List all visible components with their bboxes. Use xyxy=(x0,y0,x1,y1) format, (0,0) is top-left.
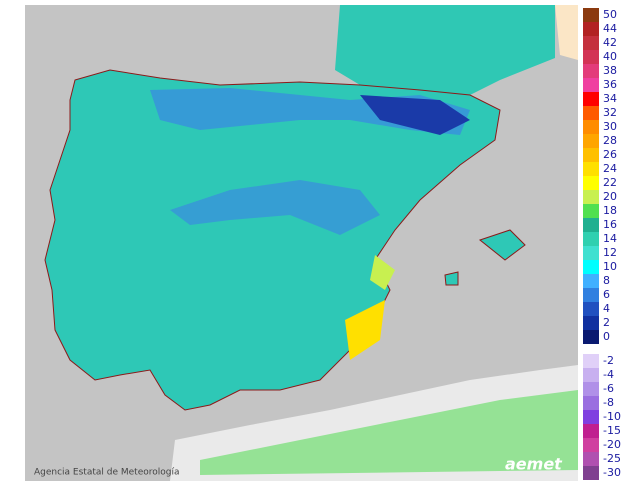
legend-swatch xyxy=(583,288,599,302)
legend-swatch xyxy=(583,134,599,148)
credit: Agencia Estatal de Meteorología xyxy=(34,468,180,478)
legend-swatch xyxy=(583,438,599,452)
legend-label: 42 xyxy=(603,36,617,49)
legend-swatch xyxy=(583,64,599,78)
legend-label: 0 xyxy=(603,330,610,343)
legend-swatch xyxy=(583,204,599,218)
legend-swatch xyxy=(583,466,599,480)
legend-swatch xyxy=(583,78,599,92)
legend-label: -4 xyxy=(603,368,614,381)
legend-swatch xyxy=(583,148,599,162)
france xyxy=(335,5,555,95)
east-coast xyxy=(370,255,395,290)
legend-swatch xyxy=(583,176,599,190)
central-range xyxy=(170,180,380,235)
legend-swatch xyxy=(583,396,599,410)
legend-label: 14 xyxy=(603,232,617,245)
legend-swatch xyxy=(583,8,599,22)
southeast-warm xyxy=(345,300,385,360)
legend-label: 8 xyxy=(603,274,610,287)
legend-label: -25 xyxy=(603,452,621,465)
legend-label: 40 xyxy=(603,50,617,63)
legend-label: -10 xyxy=(603,410,621,423)
legend-label: 4 xyxy=(603,302,610,315)
legend-label: 32 xyxy=(603,106,617,119)
legend-swatch xyxy=(583,260,599,274)
legend-swatch xyxy=(583,246,599,260)
legend-swatch xyxy=(583,302,599,316)
legend-swatch xyxy=(583,330,599,344)
legend-label: 20 xyxy=(603,190,617,203)
legend-swatch xyxy=(583,316,599,330)
legend-label: 50 xyxy=(603,8,617,21)
legend-label: 38 xyxy=(603,64,617,77)
legend-label: -30 xyxy=(603,466,621,479)
legend-swatch xyxy=(583,452,599,466)
logo: aemet xyxy=(505,455,563,474)
legend-swatch xyxy=(583,232,599,246)
legend-label: 2 xyxy=(603,316,610,329)
legend-swatch xyxy=(583,218,599,232)
legend-label: 12 xyxy=(603,246,617,259)
legend-label: 28 xyxy=(603,134,617,147)
legend-swatch xyxy=(583,424,599,438)
legend-swatch xyxy=(583,50,599,64)
legend-swatch xyxy=(583,190,599,204)
legend-swatch xyxy=(583,410,599,424)
africa-temp xyxy=(200,390,578,475)
ibiza xyxy=(444,271,459,286)
legend-label: 36 xyxy=(603,78,617,91)
legend-swatch xyxy=(583,162,599,176)
legend-swatch xyxy=(583,274,599,288)
legend-label: -8 xyxy=(603,396,614,409)
legend-label: 6 xyxy=(603,288,610,301)
legend-label: 44 xyxy=(603,22,617,35)
legend-swatch xyxy=(583,106,599,120)
legend: 5044424038363432302826242220181614121086… xyxy=(583,8,621,480)
legend-swatch xyxy=(583,368,599,382)
legend-swatch xyxy=(583,120,599,134)
legend-label: 10 xyxy=(603,260,617,273)
legend-label: 34 xyxy=(603,92,617,105)
france-land xyxy=(555,5,578,60)
mallorca xyxy=(478,229,526,261)
legend-label: -20 xyxy=(603,438,621,451)
legend-label: -2 xyxy=(603,354,614,367)
pyrenees xyxy=(360,95,470,135)
legend-label: 26 xyxy=(603,148,617,161)
legend-label: 18 xyxy=(603,204,617,217)
legend-swatch xyxy=(583,92,599,106)
legend-label: 22 xyxy=(603,176,617,189)
legend-swatch xyxy=(583,22,599,36)
legend-swatch xyxy=(583,382,599,396)
legend-swatch xyxy=(583,354,599,368)
legend-label: 16 xyxy=(603,218,617,231)
map xyxy=(25,5,578,481)
iberia xyxy=(44,69,501,411)
legend-label: -15 xyxy=(603,424,621,437)
legend-label: 24 xyxy=(603,162,617,175)
legend-label: -6 xyxy=(603,382,614,395)
legend-swatch xyxy=(583,36,599,50)
legend-label: 30 xyxy=(603,120,617,133)
